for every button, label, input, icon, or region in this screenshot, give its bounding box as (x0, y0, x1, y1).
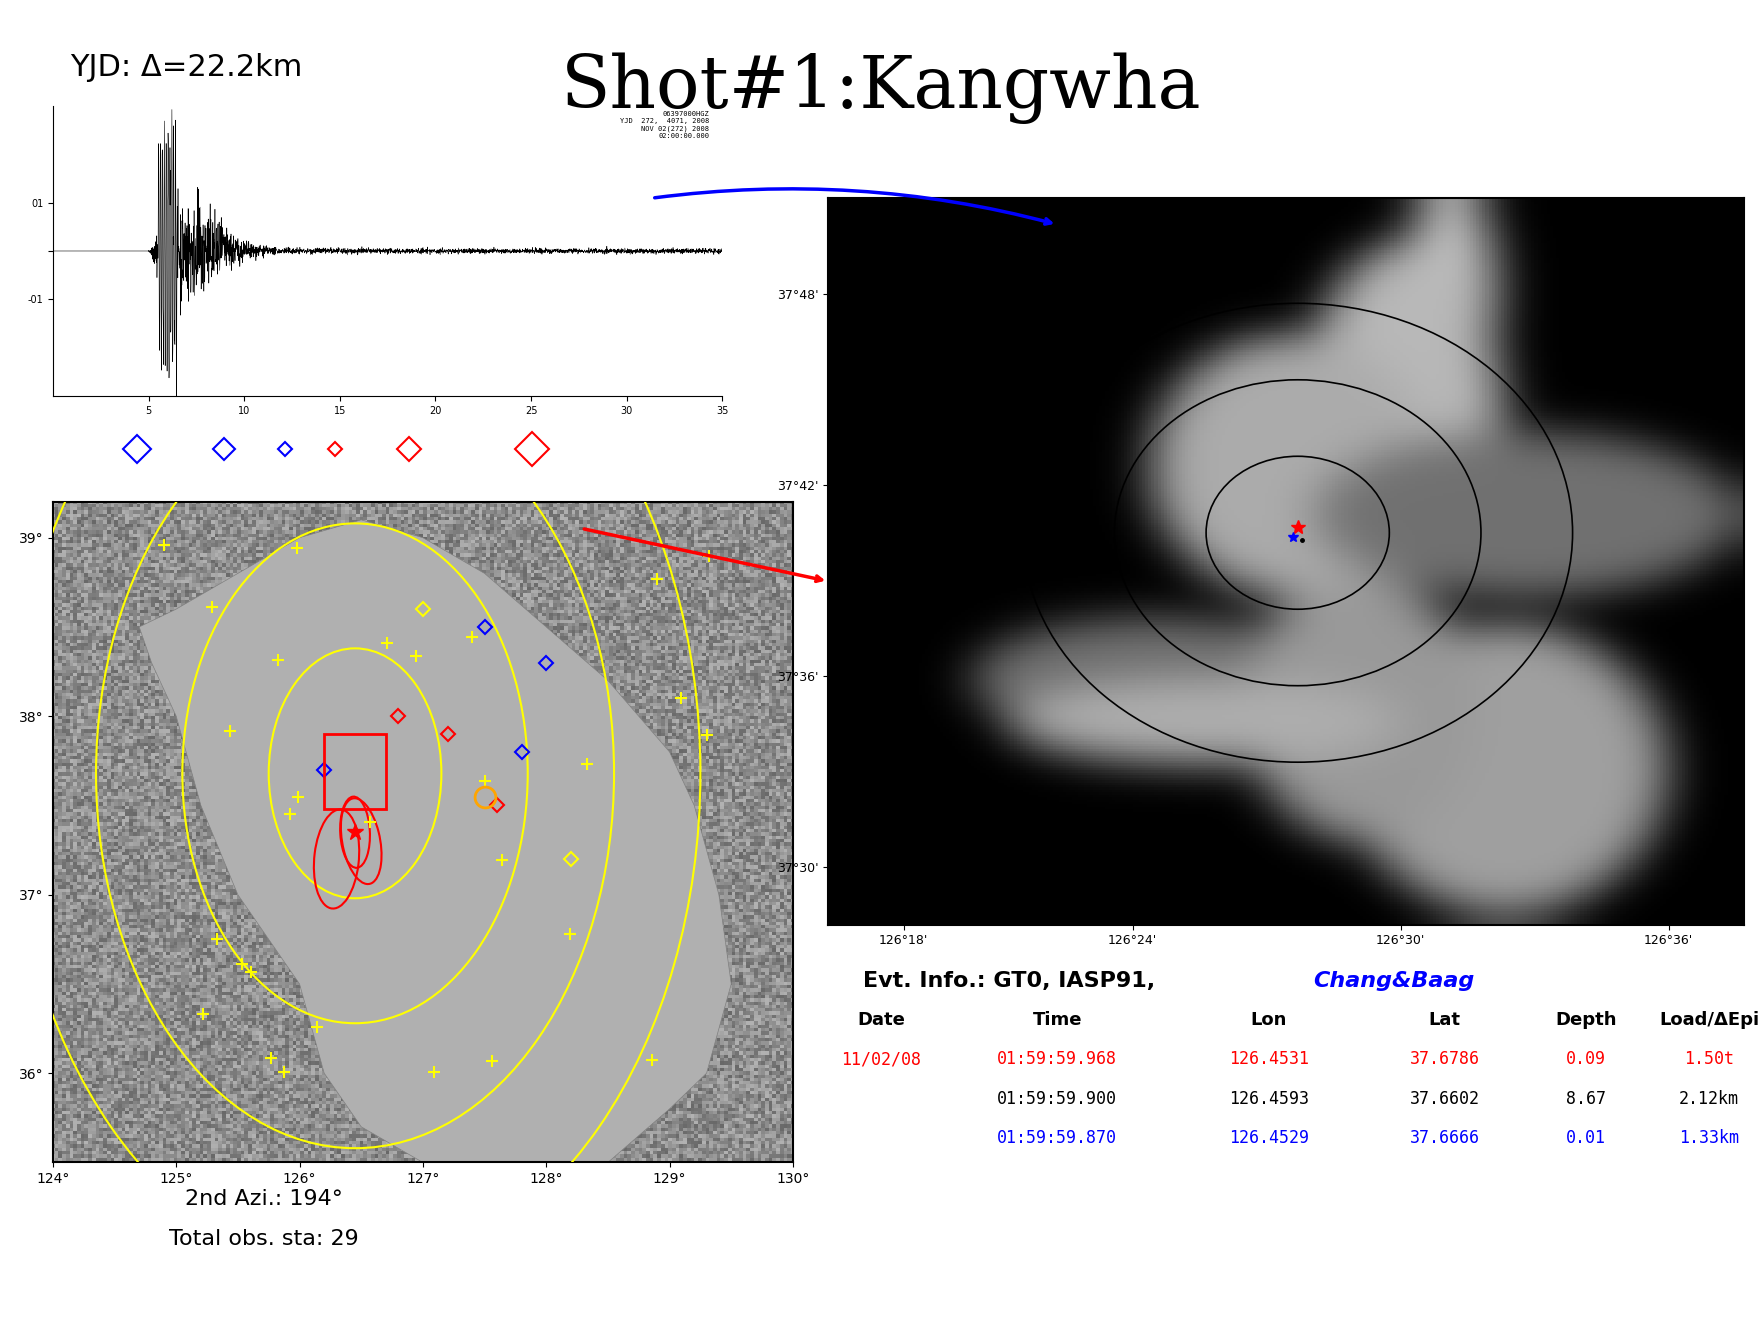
Text: +0.3: +0.3 (393, 515, 425, 528)
Text: Lat: Lat (1429, 1011, 1461, 1029)
Text: 2nd Azi.: 194°: 2nd Azi.: 194° (185, 1189, 344, 1209)
Text: 8.67: 8.67 (1566, 1090, 1605, 1108)
Text: Date: Date (856, 1011, 906, 1029)
Text: 37.6786: 37.6786 (1410, 1050, 1480, 1069)
Text: 0.09: 0.09 (1566, 1050, 1605, 1069)
Bar (324, 734, 386, 808)
Text: Evt. Info.: GT0, IASP91,: Evt. Info.: GT0, IASP91, (863, 971, 1163, 991)
Text: Total obs. sta: 29: Total obs. sta: 29 (169, 1229, 359, 1248)
PathPatch shape (139, 520, 731, 1198)
Text: -0.3: -0.3 (211, 515, 236, 528)
Text: 126.4529: 126.4529 (1228, 1129, 1309, 1148)
Text: +0.7: +0.7 (516, 515, 548, 528)
Text: Shot#1:Kangwha: Shot#1:Kangwha (560, 53, 1202, 124)
Text: 1.33km: 1.33km (1679, 1129, 1739, 1148)
Text: 01:59:59.900: 01:59:59.900 (997, 1090, 1117, 1108)
Text: Time: Time (1033, 1011, 1082, 1029)
Text: -0.7: -0.7 (125, 515, 150, 528)
Text: 01:59:59.968: 01:59:59.968 (997, 1050, 1117, 1069)
Text: 37.6666: 37.6666 (1410, 1129, 1480, 1148)
Text: 126.4531: 126.4531 (1228, 1050, 1309, 1069)
Text: 126.4593: 126.4593 (1228, 1090, 1309, 1108)
Text: 37.6602: 37.6602 (1410, 1090, 1480, 1108)
Text: 06397000HGZ
YJD  272,  4071, 2008
NOV 02(272) 2008
02:00:00.000: 06397000HGZ YJD 272, 4071, 2008 NOV 02(2… (620, 111, 708, 139)
Text: 1.50t: 1.50t (1684, 1050, 1734, 1069)
Text: 2.12km: 2.12km (1679, 1090, 1739, 1108)
Text: -0.1: -0.1 (273, 515, 298, 528)
Text: 11/02/08: 11/02/08 (840, 1050, 922, 1069)
Text: YJD: Δ=22.2km: YJD: Δ=22.2km (70, 53, 303, 82)
Text: Load/ΔEpi: Load/ΔEpi (1660, 1011, 1758, 1029)
Text: +0.1: +0.1 (319, 515, 351, 528)
Text: 0.01: 0.01 (1566, 1129, 1605, 1148)
Text: Chang&Baag: Chang&Baag (1313, 971, 1475, 991)
Text: Lon: Lon (1251, 1011, 1286, 1029)
Text: 01:59:59.870: 01:59:59.870 (997, 1129, 1117, 1148)
Text: Depth: Depth (1556, 1011, 1616, 1029)
